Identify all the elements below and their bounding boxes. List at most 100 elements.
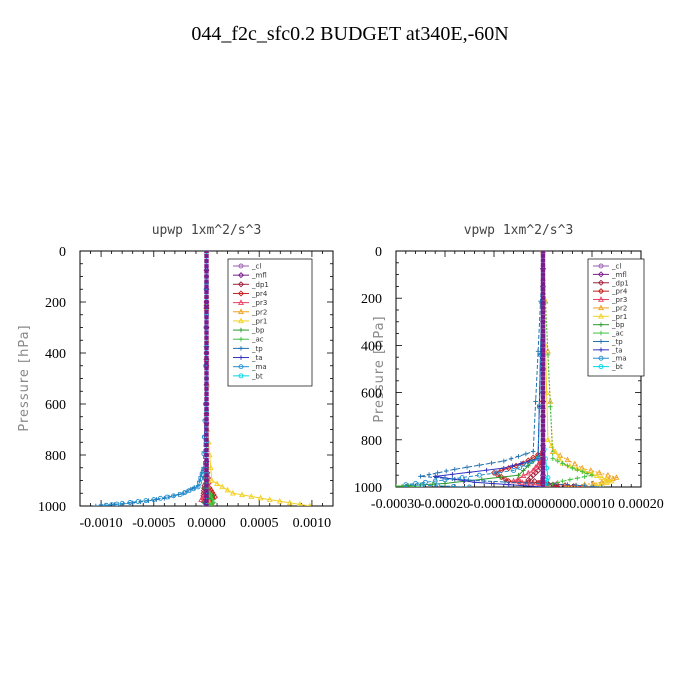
data-point (540, 475, 546, 480)
legend-marker (238, 346, 244, 351)
legend-marker (238, 336, 244, 342)
data-point (177, 492, 183, 497)
data-point (604, 471, 611, 478)
data-point (520, 472, 527, 479)
data-point (419, 482, 425, 487)
y-axis-label: Pressure [hPa] (372, 315, 387, 422)
data-point (204, 279, 209, 284)
legend-label: _ac (251, 336, 264, 344)
data-point (540, 324, 546, 329)
data-point (426, 472, 432, 477)
legend-item: _pr4 (233, 290, 268, 298)
data-point (540, 371, 546, 376)
data-point (171, 493, 177, 499)
data-point (540, 253, 546, 258)
legend-marker (598, 322, 604, 327)
data-point (603, 479, 610, 485)
legend-item: _cl (593, 263, 621, 271)
legend-label: _mfl (611, 271, 627, 279)
data-point (540, 296, 546, 301)
data-point (204, 427, 209, 432)
data-point (532, 464, 539, 470)
data-point (204, 457, 209, 463)
y-tick-label: 600 (361, 387, 382, 402)
legend-label: _bt (611, 363, 623, 371)
data-point (536, 482, 542, 487)
data-point (540, 456, 546, 461)
data-point (521, 468, 526, 473)
data-point (98, 503, 104, 506)
data-point (540, 251, 546, 254)
panel-title: upwp 1xm^2/s^3 (152, 223, 262, 238)
data-point (540, 258, 546, 263)
data-point (204, 253, 209, 259)
data-point (467, 469, 472, 475)
legend-label: _pr1 (611, 313, 627, 321)
legend-label: _bp (251, 327, 265, 335)
data-point (204, 345, 209, 351)
data-point (204, 396, 209, 402)
data-point (204, 284, 209, 289)
legend-marker (238, 308, 244, 315)
data-point (476, 472, 482, 478)
data-point (257, 494, 264, 501)
series-tp (93, 251, 209, 506)
data-point (510, 463, 515, 469)
data-point (297, 501, 303, 506)
data-point (540, 390, 546, 395)
data-point (575, 467, 580, 473)
legend-marker (238, 317, 244, 324)
data-point (490, 469, 498, 476)
data-point (204, 264, 209, 269)
data-point (565, 463, 570, 469)
data-point (204, 366, 209, 371)
y-tick-label: 400 (45, 347, 66, 362)
data-point (154, 497, 159, 502)
legend-label: _cl (251, 263, 261, 271)
data-point (548, 404, 553, 410)
data-point (540, 409, 546, 414)
series-line (405, 251, 544, 487)
chart-panels: upwp 1xm^2/s^3 Pressure [hPa] 0 200 400 600 80… (17, 223, 664, 531)
data-point (540, 395, 546, 400)
data-point (195, 484, 201, 490)
data-point (399, 484, 405, 487)
legend-marker (598, 330, 604, 336)
y-tick-label: 0 (375, 245, 382, 260)
legend-label: _ma (611, 355, 627, 363)
data-point (584, 471, 590, 476)
y-tick-label: 200 (45, 296, 66, 311)
data-point (555, 454, 562, 460)
data-point (510, 477, 517, 484)
data-point (198, 476, 204, 482)
series-tp (418, 251, 605, 487)
data-point (276, 497, 283, 504)
data-point (545, 475, 551, 481)
x-tick-label: -0.00030 (371, 497, 421, 512)
data-point (518, 461, 524, 466)
data-point (517, 465, 523, 470)
legend-item: _mfl (593, 271, 627, 279)
legend-label: _pr2 (251, 308, 267, 316)
legend-label: _bt (251, 372, 263, 380)
data-point (540, 432, 546, 438)
data-point (540, 319, 546, 324)
data-point (526, 463, 531, 469)
x-tick-label: 0.0000 (187, 516, 226, 531)
data-point (599, 484, 605, 487)
data-point (582, 483, 587, 487)
data-point (403, 482, 409, 487)
x-tick-label: -0.00010 (469, 497, 519, 512)
legend-item: _ma (593, 355, 627, 363)
legend-label: _ta (611, 346, 623, 354)
data-point (229, 489, 236, 496)
data-point (204, 325, 209, 330)
data-point (182, 490, 188, 496)
data-point (540, 352, 546, 358)
legend-marker (598, 347, 604, 353)
data-point (540, 442, 546, 447)
data-point (540, 310, 546, 315)
data-point (207, 464, 214, 470)
data-point (186, 488, 192, 494)
data-point (531, 478, 538, 485)
